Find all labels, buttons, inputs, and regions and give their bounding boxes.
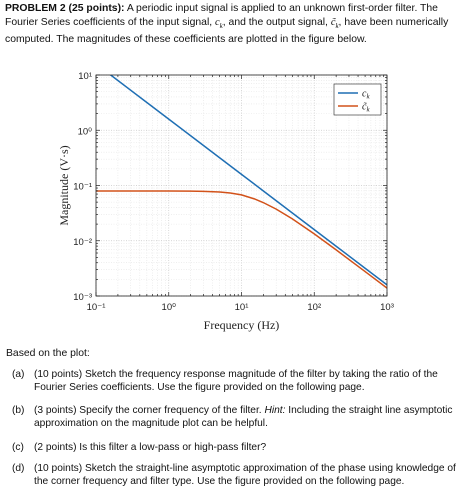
problem-text-2: , and the output signal, [222, 17, 331, 28]
legend-box [333, 83, 382, 116]
problem-statement: PROBLEM 2 (25 points): A periodic input … [5, 2, 469, 47]
legend-label: c̃k [362, 102, 370, 114]
problem-text-1: A periodic input signal is applied to an… [5, 3, 438, 28]
magnitude-chart: 10⁻¹ 10⁰ 10¹ 10² 10³ 10¹ 10⁰ 10⁻¹ 10⁻² 10⁻³ Freque… [57, 71, 394, 332]
y-tick-label: 10⁻³ [73, 292, 92, 303]
series-line-ctilde-k [96, 190, 387, 289]
question-d: (d) (10 points) Sketch the straight-line… [12, 462, 467, 489]
symbol-ck: ck [215, 17, 223, 31]
problem-text-3: , have been numerically computed. The ma… [5, 17, 449, 46]
based-on-label: Based on the plot: [6, 348, 90, 359]
question-a: (a) (10 points) Sketch the frequency res… [12, 368, 467, 395]
y-axis-label: Magnitude (V·s) [57, 145, 71, 225]
symbol-ctilde-k: c̃k [330, 17, 339, 31]
question-c-label: (c) [12, 442, 24, 453]
question-a-text: (10 points) Sketch the frequency respons… [34, 369, 438, 394]
legend-label: ck [362, 89, 370, 101]
x-tick-label: 10⁰ [162, 302, 177, 313]
question-c-text: (2 points) Is this filter a low-pass or … [34, 442, 267, 453]
axis-ticks [95, 74, 388, 297]
question-a-label: (a) [12, 369, 25, 380]
question-b: (b) (3 points) Specify the corner freque… [12, 404, 467, 431]
question-b-text: (3 points) Specify the corner frequency … [34, 405, 453, 430]
problem-heading: PROBLEM 2 (25 points): [5, 3, 125, 14]
y-tick-label: 10¹ [78, 71, 92, 82]
y-tick-label: 10⁰ [78, 126, 93, 137]
series-line-ck [109, 75, 387, 286]
x-tick-label: 10³ [380, 302, 394, 313]
question-b-label: (b) [12, 405, 25, 416]
y-tick-label: 10⁻² [73, 237, 92, 248]
question-c: (c) (2 points) Is this filter a low-pass… [12, 441, 467, 454]
x-tick-label: 10¹ [235, 302, 249, 313]
x-axis-label: Frequency (Hz) [204, 318, 280, 332]
question-d-label: (d) [12, 463, 25, 474]
y-tick-label: 10⁻¹ [73, 182, 92, 193]
x-tick-label: 10⁻¹ [87, 302, 106, 313]
hint-label: Hint: [264, 405, 286, 416]
x-tick-label: 10² [307, 302, 321, 313]
question-d-text: (10 points) Sketch the straight-line asy… [34, 463, 456, 488]
